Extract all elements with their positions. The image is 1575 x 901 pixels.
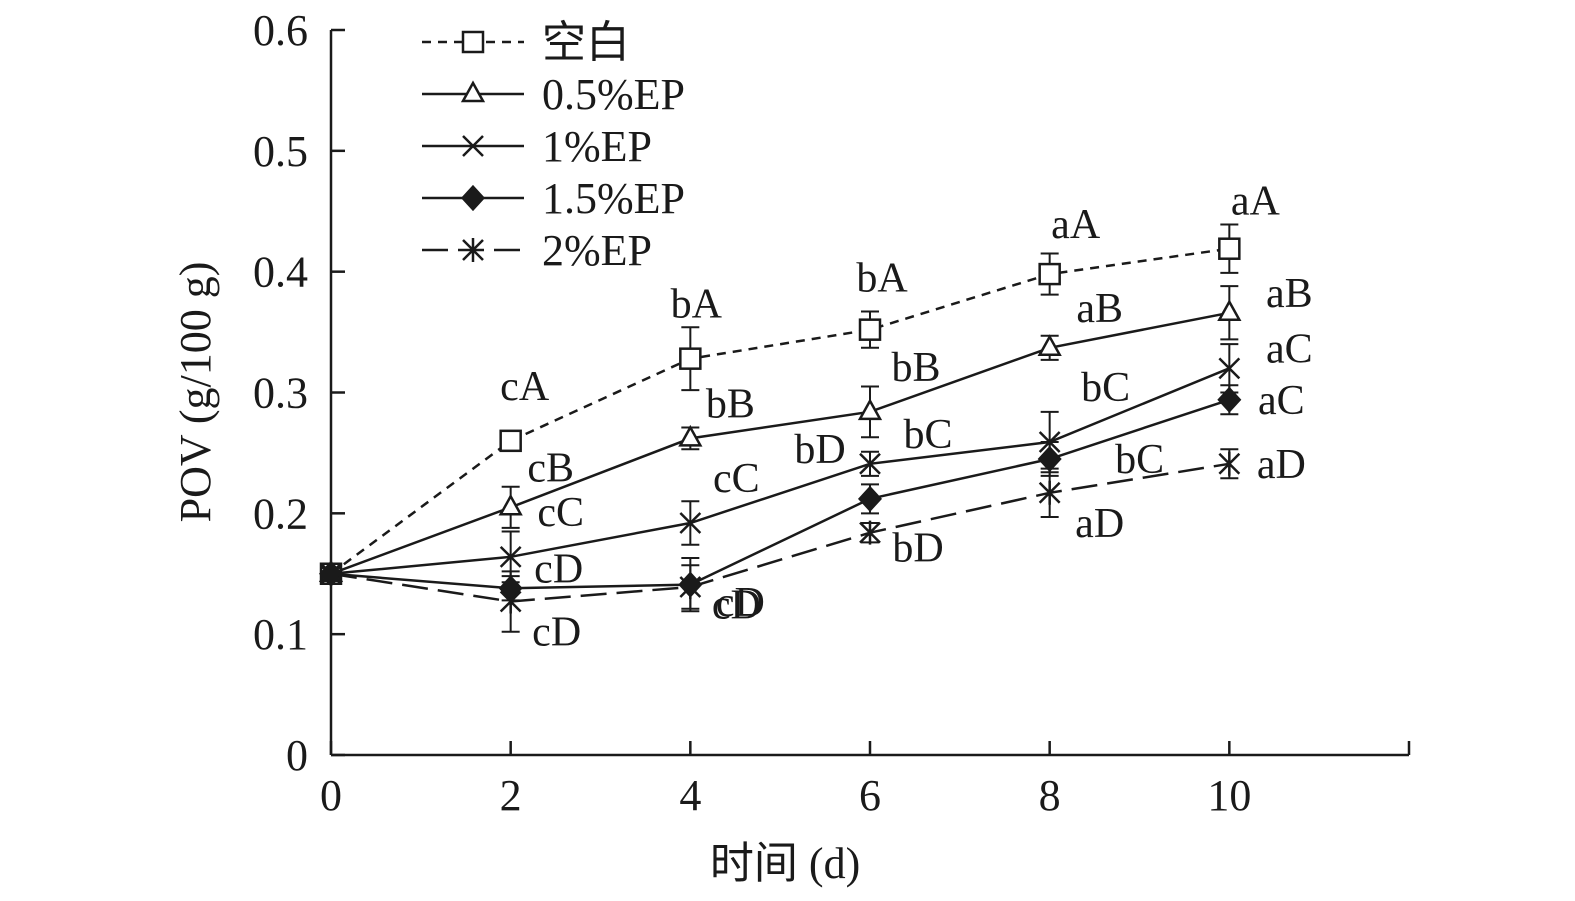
data-label: bB [706,381,755,427]
series-line [330,311,1230,575]
data-point [1217,386,1242,413]
data-label: aC [1258,378,1305,424]
legend-label: 2%EP [542,226,652,275]
x-tick-label: 10 [1207,771,1251,820]
legend-label: 1.5%EP [542,174,685,223]
legend-marker [462,238,484,262]
series-line [330,247,1230,575]
data-point [679,347,702,370]
data-point [857,398,883,421]
y-ticks: 0 0.1 0.2 0.3 0.4 0.5 0.6 [253,6,345,780]
legend-label: 0.5%EP [542,70,685,119]
data-label: cD [534,546,583,592]
legend-marker [460,80,486,103]
data-label: bC [1081,365,1130,411]
series-line [330,462,1230,603]
data-point [1218,357,1241,380]
data-point [679,512,702,534]
data-point [1038,480,1061,505]
legend-item: 1.5%EP [422,174,685,223]
data-point [1218,451,1241,476]
data-label: cD [532,610,581,656]
data-label: aB [1076,286,1123,332]
series-group [320,448,1241,633]
data-label: bB [891,345,940,391]
data-label: aB [1266,271,1313,317]
y-axis-title: POV (g/100 g) [171,262,220,523]
series-line [330,367,1230,576]
y-tick-label: 0.6 [253,6,308,55]
data-label: bC [1115,437,1164,483]
data-point [859,520,881,545]
data-point [1217,299,1242,321]
data-point [499,589,522,614]
data-label: aD [1075,501,1124,547]
y-tick-label: 0.5 [253,127,308,176]
series-line [330,398,1230,590]
data-label: cD [712,583,761,629]
data-label: bA [856,256,908,302]
y-tick-label: 0.2 [253,489,308,538]
legend-marker [462,135,484,157]
data-point [320,561,342,586]
data-point [499,545,522,568]
y-tick-label: 0.3 [253,369,308,418]
legend-marker [460,184,486,212]
legend-item: 2%EP [422,226,652,275]
y-tick-label: 0.1 [253,610,308,659]
data-point [859,452,881,475]
data-label: cD [716,580,765,626]
data-point [1218,237,1241,260]
data-label: cB [527,445,574,491]
data-label: cC [537,490,584,536]
legend-item: 1%EP [422,122,652,171]
data-label: bC [903,412,952,458]
data-label: aD [1257,442,1306,488]
data-point [498,493,523,516]
data-label: bA [671,282,723,328]
data-point [1037,334,1062,357]
data-point [679,575,702,600]
legend-label: 1%EP [542,122,652,171]
data-point [678,424,703,447]
data-label: aA [1051,202,1101,248]
y-tick-label: 0.4 [253,248,308,297]
data-point [1038,262,1061,286]
y-tick-label: 0 [286,731,308,780]
data-point [857,485,883,512]
data-label: bD [892,526,943,572]
data-point [499,429,522,453]
axes: 0 0.1 0.2 0.3 0.4 0.5 0.6 0 2 4 6 8 10 [253,6,1411,820]
x-ticks: 0 2 4 6 8 10 [320,741,1411,820]
legend-item: 空白 [422,18,630,67]
data-label: aA [1231,179,1281,225]
data-label: cA [500,364,550,410]
data-label: bD [794,427,845,473]
x-tick-label: 0 [320,771,342,820]
series-layer [318,223,1242,633]
data-label: cC [713,456,760,502]
data-point [858,318,882,341]
x-tick-label: 6 [859,771,881,820]
x-tick-label: 8 [1039,771,1061,820]
legend-item: 0.5%EP [422,70,685,119]
x-tick-label: 4 [679,771,701,820]
legend-marker [461,30,485,54]
legend-label: 空白 [542,18,630,67]
x-tick-label: 2 [500,771,522,820]
legend: 空白0.5%EP1%EP1.5%EP2%EP [422,18,685,275]
x-axis-title: 时间 (d) [710,839,860,888]
data-label: aC [1266,326,1313,372]
